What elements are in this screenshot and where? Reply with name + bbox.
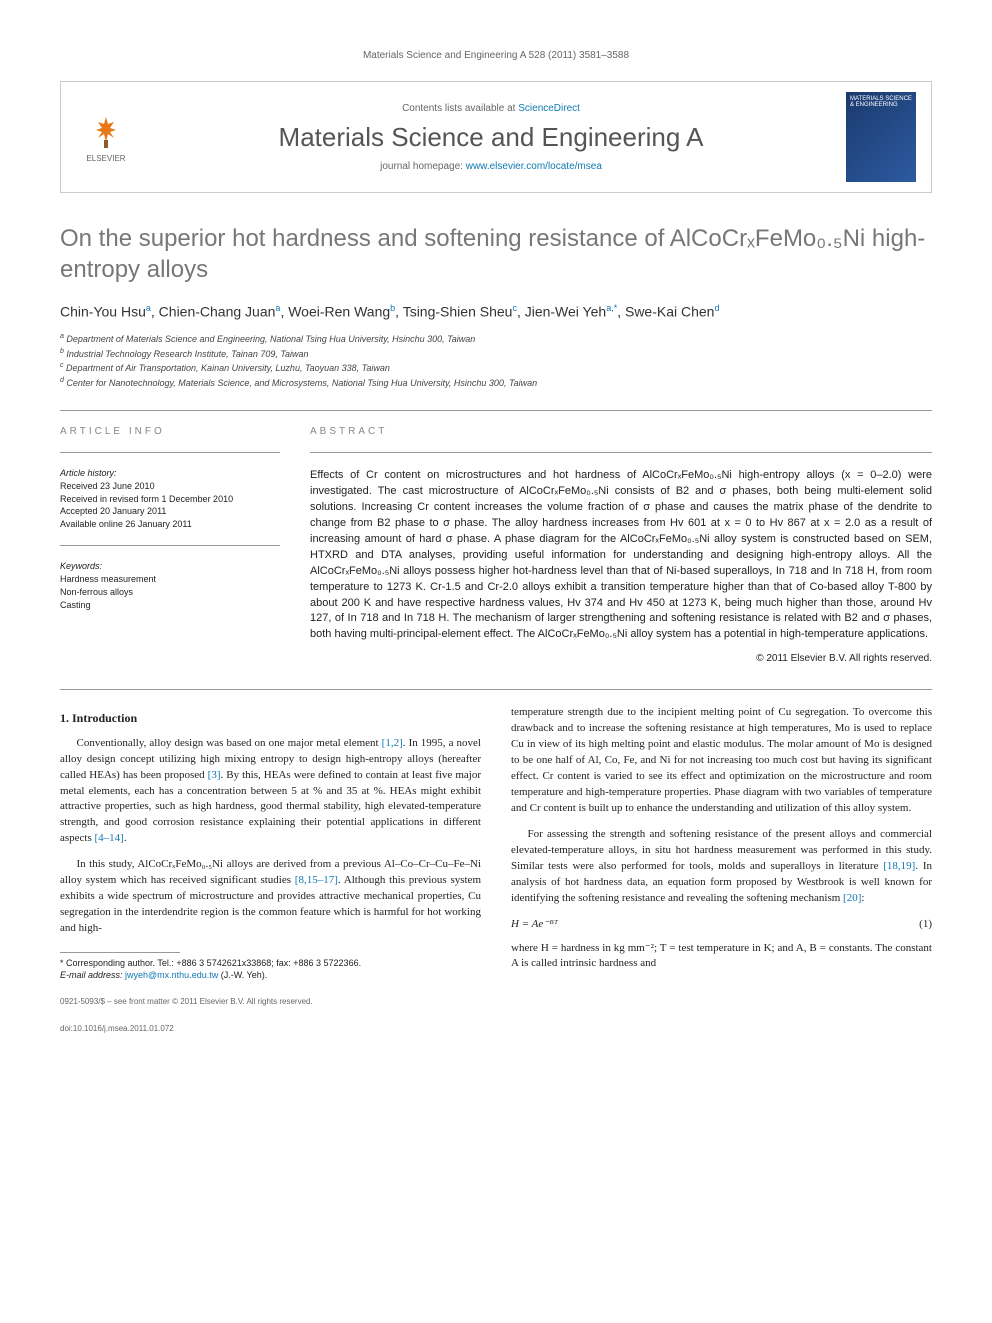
equation-number: (1) bbox=[919, 917, 932, 933]
ref-link[interactable]: [18,19] bbox=[883, 860, 915, 872]
ref-link[interactable]: [3] bbox=[208, 769, 221, 781]
history-line: Accepted 20 January 2011 bbox=[60, 505, 280, 518]
keyword-line: Non-ferrous alloys bbox=[60, 586, 280, 599]
abstract-copyright: © 2011 Elsevier B.V. All rights reserved… bbox=[310, 653, 932, 664]
divider bbox=[60, 452, 280, 453]
affiliation-line: b Industrial Technology Research Institu… bbox=[60, 347, 932, 362]
history-block: Article history: Received 23 June 2010Re… bbox=[60, 468, 280, 530]
homepage-url[interactable]: www.elsevier.com/locate/msea bbox=[466, 161, 602, 172]
contents-line: Contents lists available at ScienceDirec… bbox=[136, 103, 846, 114]
abstract-heading: ABSTRACT bbox=[310, 426, 932, 437]
corresponding-footnote: * Corresponding author. Tel.: +886 3 574… bbox=[60, 958, 481, 981]
affiliation-line: d Center for Nanotechnology, Materials S… bbox=[60, 376, 932, 391]
equation-expr: H = Ae⁻ᴮᵀ bbox=[511, 917, 558, 933]
authors-line: Chin-You Hsua, Chien-Chang Juana, Woei-R… bbox=[60, 303, 932, 320]
section-heading-1: 1. Introduction bbox=[60, 710, 481, 727]
divider bbox=[60, 689, 932, 690]
intro-para-2: In this study, AlCoCrₓFeMo₀.₅Ni alloys a… bbox=[60, 857, 481, 937]
ref-link[interactable]: [20] bbox=[843, 892, 861, 904]
journal-center: Contents lists available at ScienceDirec… bbox=[136, 103, 846, 172]
ref-link[interactable]: [8,15–17] bbox=[295, 874, 338, 886]
footer-doi: doi:10.1016/j.msea.2011.01.072 bbox=[60, 1023, 481, 1035]
running-header: Materials Science and Engineering A 528 … bbox=[60, 50, 932, 61]
abstract-column: ABSTRACT Effects of Cr content on micros… bbox=[310, 426, 932, 664]
keywords-block: Keywords: Hardness measurementNon-ferrou… bbox=[60, 561, 280, 611]
email-link[interactable]: jwyeh@mx.nthu.edu.tw bbox=[125, 970, 218, 980]
footnote-separator bbox=[60, 952, 180, 953]
journal-header-box: ELSEVIER Contents lists available at Sci… bbox=[60, 81, 932, 193]
intro-para-5: where H = hardness in kg mm⁻²; T = test … bbox=[511, 941, 932, 973]
intro-para-1: Conventionally, alloy design was based o… bbox=[60, 736, 481, 848]
elsevier-tree-icon bbox=[86, 112, 126, 152]
footer-issn: 0921-5093/$ – see front matter © 2011 El… bbox=[60, 996, 481, 1008]
intro-para-3-cont: temperature strength due to the incipien… bbox=[511, 705, 932, 817]
journal-title: Materials Science and Engineering A bbox=[136, 122, 846, 153]
intro-para-4: For assessing the strength and softening… bbox=[511, 827, 932, 907]
article-title: On the superior hot hardness and softeni… bbox=[60, 223, 932, 285]
history-subhead: Article history: bbox=[60, 468, 280, 478]
history-line: Received 23 June 2010 bbox=[60, 480, 280, 493]
corr-author-line: * Corresponding author. Tel.: +886 3 574… bbox=[60, 958, 481, 970]
divider bbox=[60, 545, 280, 546]
homepage-line: journal homepage: www.elsevier.com/locat… bbox=[136, 161, 846, 172]
elsevier-label: ELSEVIER bbox=[86, 154, 125, 163]
history-line: Received in revised form 1 December 2010 bbox=[60, 493, 280, 506]
email-line: E-mail address: jwyeh@mx.nthu.edu.tw (J.… bbox=[60, 970, 481, 982]
history-line: Available online 26 January 2011 bbox=[60, 518, 280, 531]
ref-link[interactable]: [1,2] bbox=[382, 737, 403, 749]
info-abstract-row: ARTICLE INFO Article history: Received 2… bbox=[60, 426, 932, 664]
equation-1: H = Ae⁻ᴮᵀ (1) bbox=[511, 917, 932, 933]
body-two-column: 1. Introduction Conventionally, alloy de… bbox=[60, 705, 932, 1034]
homepage-label: journal homepage: bbox=[380, 161, 466, 172]
email-name: (J.-W. Yeh). bbox=[218, 970, 267, 980]
journal-cover-thumbnail: MATERIALS SCIENCE & ENGINEERING bbox=[846, 92, 916, 182]
abstract-text: Effects of Cr content on microstructures… bbox=[310, 468, 932, 643]
affiliations: a Department of Materials Science and En… bbox=[60, 332, 932, 390]
keywords-subhead: Keywords: bbox=[60, 561, 280, 571]
ref-link[interactable]: [4–14] bbox=[95, 832, 124, 844]
email-label: E-mail address: bbox=[60, 970, 125, 980]
cover-text: MATERIALS SCIENCE & ENGINEERING bbox=[846, 92, 916, 112]
contents-text: Contents lists available at bbox=[402, 103, 518, 114]
affiliation-line: c Department of Air Transportation, Kain… bbox=[60, 361, 932, 376]
sciencedirect-link[interactable]: ScienceDirect bbox=[518, 103, 580, 114]
keyword-line: Hardness measurement bbox=[60, 573, 280, 586]
elsevier-logo: ELSEVIER bbox=[76, 102, 136, 172]
article-info-column: ARTICLE INFO Article history: Received 2… bbox=[60, 426, 280, 664]
divider bbox=[60, 410, 932, 411]
divider bbox=[310, 452, 932, 453]
affiliation-line: a Department of Materials Science and En… bbox=[60, 332, 932, 347]
keyword-line: Casting bbox=[60, 599, 280, 612]
article-info-heading: ARTICLE INFO bbox=[60, 426, 280, 437]
